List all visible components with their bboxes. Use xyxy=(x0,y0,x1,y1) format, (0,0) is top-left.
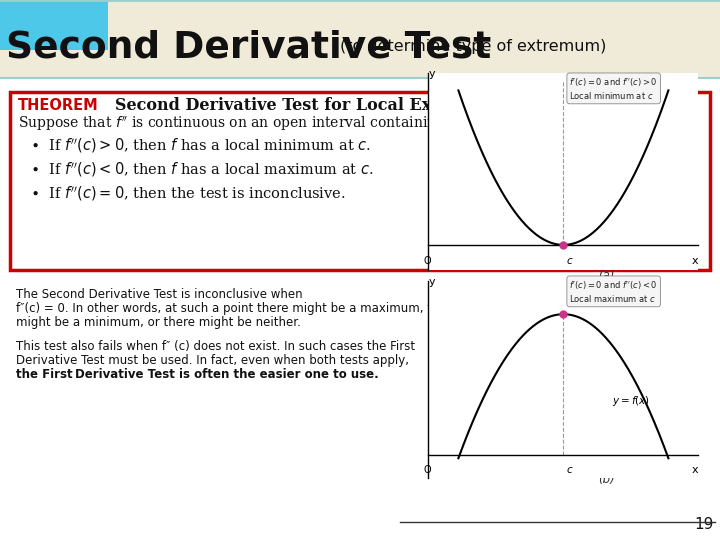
Bar xyxy=(0,0,720,78)
Text: f″(c) = 0. In other words, at such a point there might be a maximum, there: f″(c) = 0. In other words, at such a poi… xyxy=(16,302,459,315)
Text: $y = f(x)$: $y = f(x)$ xyxy=(608,91,646,105)
Text: c: c xyxy=(567,255,572,266)
Text: The Second Derivative Test is inconclusive when: The Second Derivative Test is inconclusi… xyxy=(16,288,302,301)
Text: $\bullet$  If $f''(c) > 0$, then $f$ has a local minimum at $c$.: $\bullet$ If $f''(c) > 0$, then $f$ has … xyxy=(30,137,371,156)
Bar xyxy=(10,92,710,270)
Text: might be a minimum, or there might be neither.: might be a minimum, or there might be ne… xyxy=(16,316,301,329)
Text: 19: 19 xyxy=(695,517,714,532)
Text: O: O xyxy=(423,255,431,266)
Text: $y = f(x)$: $y = f(x)$ xyxy=(611,394,649,408)
Text: This test also fails when f″ (c) does not exist. In such cases the First: This test also fails when f″ (c) does no… xyxy=(16,340,415,353)
Text: $f'(c)=0$ and $f''(c)>0$
Local minimum at $c$: $f'(c)=0$ and $f''(c)>0$ Local minimum a… xyxy=(570,77,658,102)
Text: O: O xyxy=(423,465,431,475)
Text: Suppose that $f''$ is continuous on an open interval containing $c$ with $f'(c) : Suppose that $f''$ is continuous on an o… xyxy=(18,115,554,133)
Text: y: y xyxy=(429,277,436,287)
Text: c: c xyxy=(567,465,572,475)
Bar xyxy=(0,0,108,50)
Text: THEOREM: THEOREM xyxy=(18,98,99,112)
Text: (to determine type of extremum): (to determine type of extremum) xyxy=(340,39,606,55)
Text: Second Derivative Test: Second Derivative Test xyxy=(6,29,491,65)
Text: x: x xyxy=(691,255,698,266)
Text: $\bullet$  If $f''(c) < 0$, then $f$ has a local maximum at $c$.: $\bullet$ If $f''(c) < 0$, then $f$ has … xyxy=(30,161,374,179)
Text: (b): (b) xyxy=(598,474,614,487)
Text: the First: the First xyxy=(16,368,73,381)
Text: y: y xyxy=(429,69,436,79)
Text: Derivative Test must be used. In fact, even when both tests apply,: Derivative Test must be used. In fact, e… xyxy=(16,354,409,367)
Text: (a): (a) xyxy=(598,268,614,281)
Text: Second Derivative Test for Local Extrema: Second Derivative Test for Local Extrema xyxy=(115,97,485,113)
Text: $f'(c)=0$ and $f''(c)<0$
Local maximum at $c$: $f'(c)=0$ and $f''(c)<0$ Local maximum a… xyxy=(570,280,658,304)
Text: Derivative Test is often the easier one to use.: Derivative Test is often the easier one … xyxy=(75,368,379,381)
Text: x: x xyxy=(691,465,698,475)
Bar xyxy=(0,78,720,540)
Text: $\bullet$  If $f''(c) = 0$, then the test is inconclusive.: $\bullet$ If $f''(c) = 0$, then the test… xyxy=(30,185,346,203)
